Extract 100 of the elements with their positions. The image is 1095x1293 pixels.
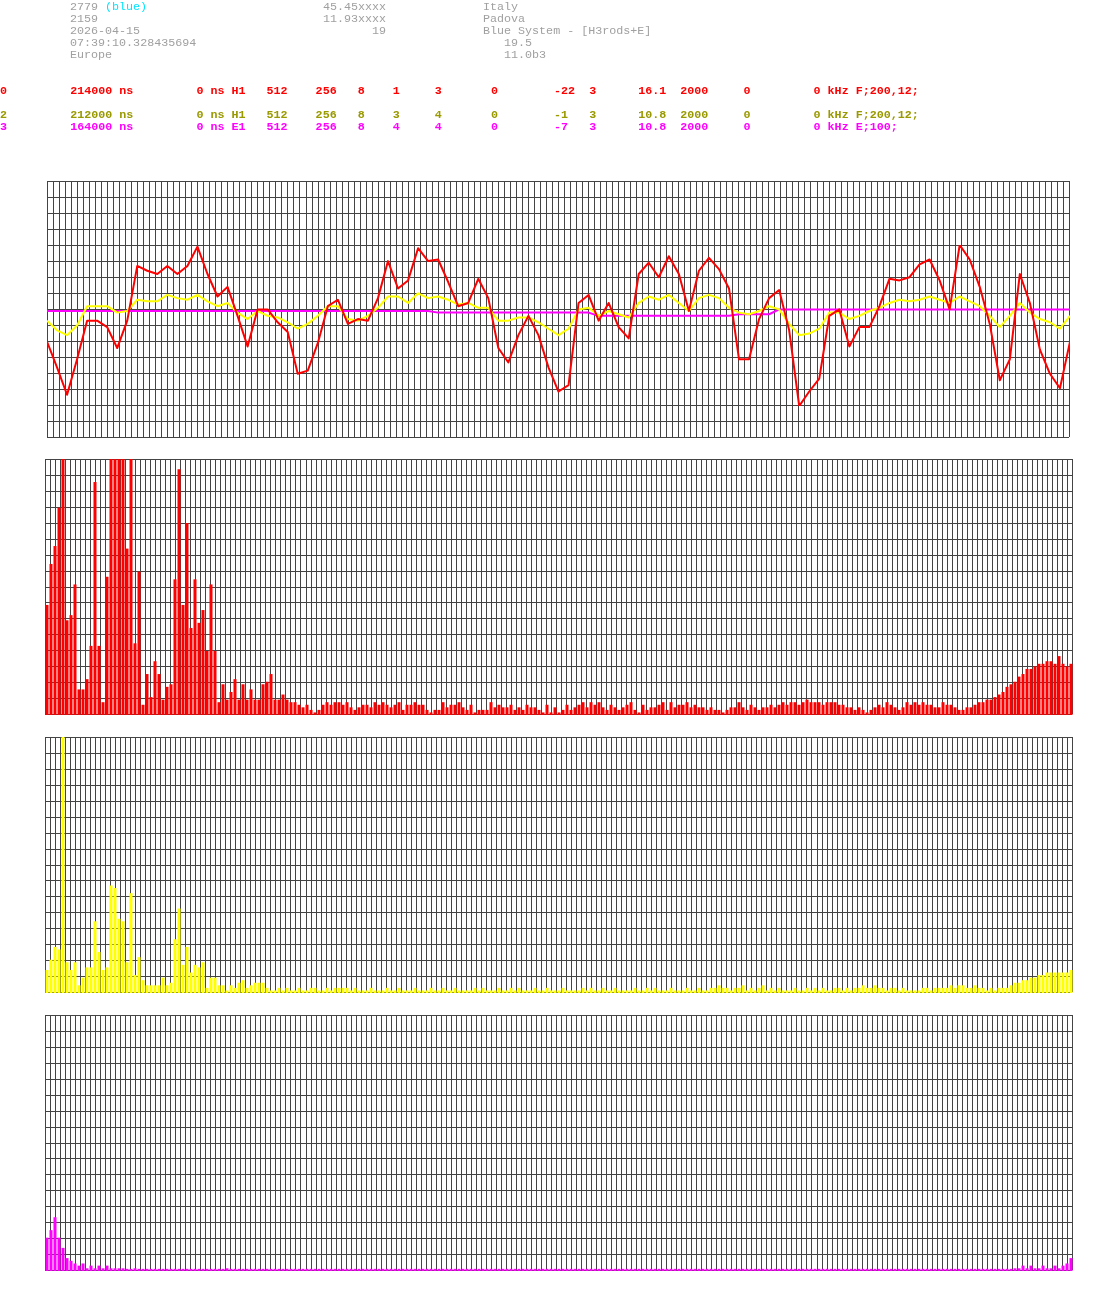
bar xyxy=(641,704,645,715)
bar xyxy=(941,1268,945,1271)
bar xyxy=(393,990,397,993)
bar xyxy=(333,1268,337,1271)
bar xyxy=(53,946,57,993)
bar xyxy=(737,1268,741,1271)
bar xyxy=(877,1268,881,1271)
bar xyxy=(885,990,889,993)
bar xyxy=(637,1268,641,1271)
bar xyxy=(913,702,917,715)
bar xyxy=(281,1268,285,1271)
bar xyxy=(1061,972,1065,993)
bar xyxy=(369,1268,373,1271)
bar xyxy=(873,1268,877,1271)
bar xyxy=(317,709,321,715)
bar xyxy=(153,985,157,993)
bar xyxy=(893,1268,897,1271)
bar xyxy=(997,1268,1001,1271)
bar xyxy=(525,704,529,715)
bar xyxy=(685,1268,689,1271)
bar xyxy=(929,1268,933,1271)
bar xyxy=(961,1268,965,1271)
bar xyxy=(681,1268,685,1271)
bar xyxy=(833,702,837,715)
bar xyxy=(185,1268,189,1271)
bar xyxy=(1049,1268,1053,1271)
bar xyxy=(69,1260,73,1271)
bar xyxy=(861,1268,865,1271)
bar xyxy=(653,1268,657,1271)
text: Blue System - [H3rods+E] xyxy=(483,24,652,38)
bar xyxy=(169,1268,173,1271)
bar xyxy=(773,990,777,993)
bar xyxy=(429,987,433,993)
bar xyxy=(1021,980,1025,993)
bar xyxy=(937,987,941,993)
bar xyxy=(53,1217,57,1271)
bar xyxy=(469,990,473,993)
bar xyxy=(677,1268,681,1271)
bar xyxy=(269,674,273,715)
bar xyxy=(917,704,921,715)
bar xyxy=(681,704,685,715)
bar xyxy=(749,704,753,715)
bar xyxy=(693,1268,697,1271)
bar xyxy=(941,987,945,993)
bar xyxy=(361,704,365,715)
bar xyxy=(353,709,357,715)
bar xyxy=(645,709,649,715)
bar xyxy=(745,1268,749,1271)
bar xyxy=(1053,972,1057,993)
bar xyxy=(329,704,333,715)
bar xyxy=(1069,663,1073,715)
bar xyxy=(925,704,929,715)
bar xyxy=(941,702,945,715)
bar xyxy=(1017,982,1021,993)
bar xyxy=(265,987,269,993)
bar xyxy=(553,990,557,993)
bar xyxy=(713,987,717,993)
bar xyxy=(381,702,385,715)
bar xyxy=(493,1268,497,1271)
bar xyxy=(241,1268,245,1271)
bar xyxy=(581,1268,585,1271)
bar xyxy=(549,990,553,993)
bar xyxy=(949,704,953,715)
bar xyxy=(185,946,189,993)
bar xyxy=(497,1268,501,1271)
bar xyxy=(365,1268,369,1271)
bar xyxy=(1065,666,1069,715)
bar xyxy=(313,1268,317,1271)
bar xyxy=(757,1268,761,1271)
text: 11.0b3 xyxy=(504,48,547,62)
bar xyxy=(373,702,377,715)
bar xyxy=(905,1268,909,1271)
text: 19.5 xyxy=(504,36,533,50)
bar xyxy=(573,990,577,993)
bar xyxy=(561,987,565,993)
bar xyxy=(889,1268,893,1271)
bar xyxy=(301,990,305,993)
bar xyxy=(841,1268,845,1271)
text: 2159 xyxy=(70,12,99,26)
bar xyxy=(337,1268,341,1271)
bar xyxy=(209,977,213,993)
bar xyxy=(1001,691,1005,715)
bar xyxy=(493,990,497,993)
bar xyxy=(757,987,761,993)
bar xyxy=(681,990,685,993)
bar xyxy=(765,1268,769,1271)
bar xyxy=(601,987,605,993)
bar xyxy=(137,1268,141,1271)
bar xyxy=(481,987,485,993)
bar xyxy=(537,1268,541,1271)
bar xyxy=(413,702,417,715)
bar xyxy=(553,707,557,715)
bar xyxy=(405,990,409,993)
bar xyxy=(237,1268,241,1271)
bar xyxy=(457,990,461,993)
bar xyxy=(421,704,425,715)
bar xyxy=(317,1268,321,1271)
bar xyxy=(325,987,329,993)
bar xyxy=(761,707,765,715)
bar xyxy=(1041,1265,1045,1271)
